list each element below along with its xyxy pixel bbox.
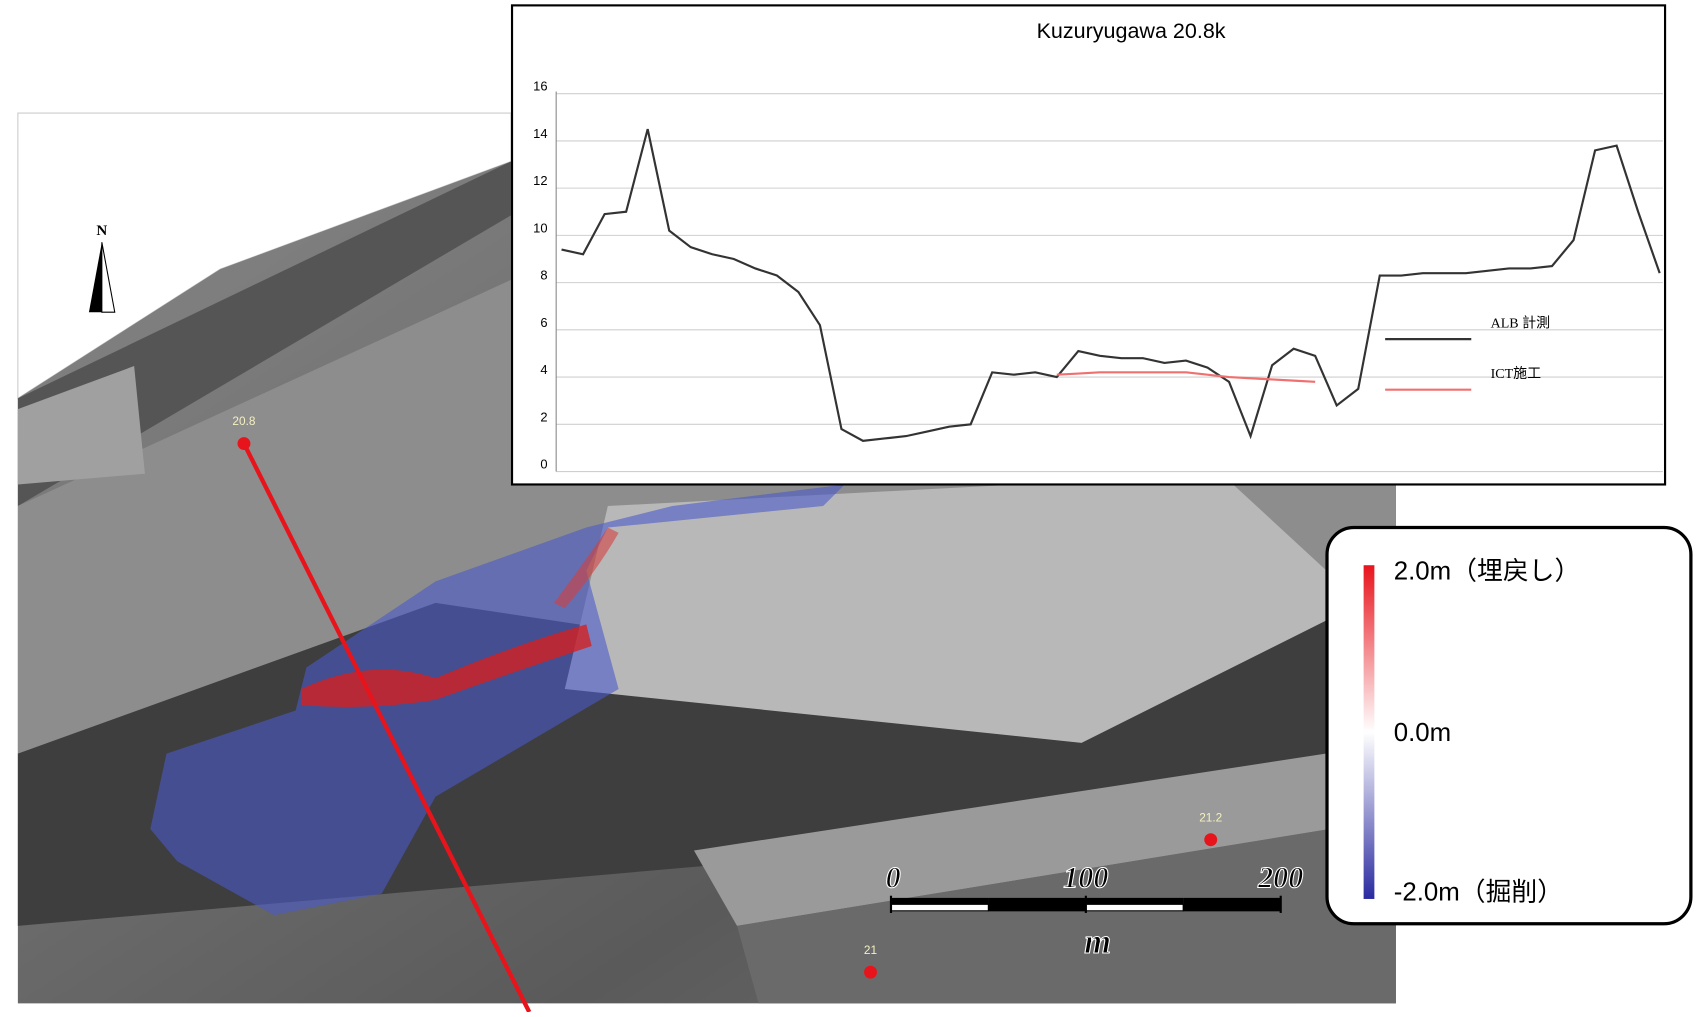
- north-label: N: [96, 223, 107, 239]
- scale-segment: [1183, 898, 1280, 904]
- legend-max: 2.0m（埋戻し）: [1394, 557, 1581, 586]
- scale-segment: [1086, 904, 1183, 910]
- legend-label: ICT施工: [1491, 366, 1542, 382]
- scale-segment: [1183, 904, 1280, 910]
- scale-segment: [988, 904, 1085, 910]
- station-label: 21: [864, 943, 877, 957]
- y-tick-label: 4: [540, 362, 547, 377]
- profile-chart: Kuzuryugawa 20.8k 0 2 4 6 8 10 12 14 16 ALB 計測 ICT…: [512, 5, 1665, 484]
- scale-segment: [891, 898, 988, 904]
- station-label: 21.2: [1199, 810, 1222, 824]
- legend-box: [1327, 528, 1691, 924]
- station-dot: [237, 437, 250, 450]
- legend-mid: 0.0m: [1394, 719, 1451, 747]
- legend-label: ALB 計測: [1491, 315, 1550, 331]
- color-ramp: [1364, 565, 1375, 899]
- scale-label: 100: [1063, 861, 1108, 895]
- y-tick-label: 6: [540, 315, 547, 330]
- y-tick-label: 2: [540, 409, 547, 424]
- scale-unit: m: [1084, 923, 1111, 961]
- chart-title: Kuzuryugawa 20.8k: [1037, 19, 1226, 43]
- scale-segment: [1086, 898, 1183, 904]
- scale-label: 200: [1257, 861, 1303, 895]
- y-tick-label: 8: [540, 268, 547, 283]
- y-tick-label: 0: [540, 456, 547, 471]
- station-label: 20.8: [232, 414, 255, 428]
- station-dot: [1204, 833, 1217, 846]
- figure: N 20.8 21.2 21 m 0100200 2.0m（埋戻し） 0.0m …: [0, 0, 1698, 1012]
- y-tick-label: 16: [533, 79, 547, 94]
- scale-label: 0: [886, 861, 901, 895]
- y-tick-label: 14: [533, 126, 547, 141]
- legend-min: -2.0m（掘削）: [1394, 877, 1563, 906]
- chart-panel: [512, 5, 1665, 484]
- y-tick-label: 10: [533, 220, 547, 235]
- page: N 20.8 21.2 21 m 0100200 2.0m（埋戻し） 0.0m …: [0, 0, 1698, 1017]
- scale-segment: [988, 898, 1085, 904]
- y-tick-label: 12: [533, 173, 547, 188]
- station-dot: [864, 966, 877, 979]
- color-legend: 2.0m（埋戻し） 0.0m -2.0m（掘削）: [1327, 528, 1691, 924]
- scale-segment: [891, 904, 988, 910]
